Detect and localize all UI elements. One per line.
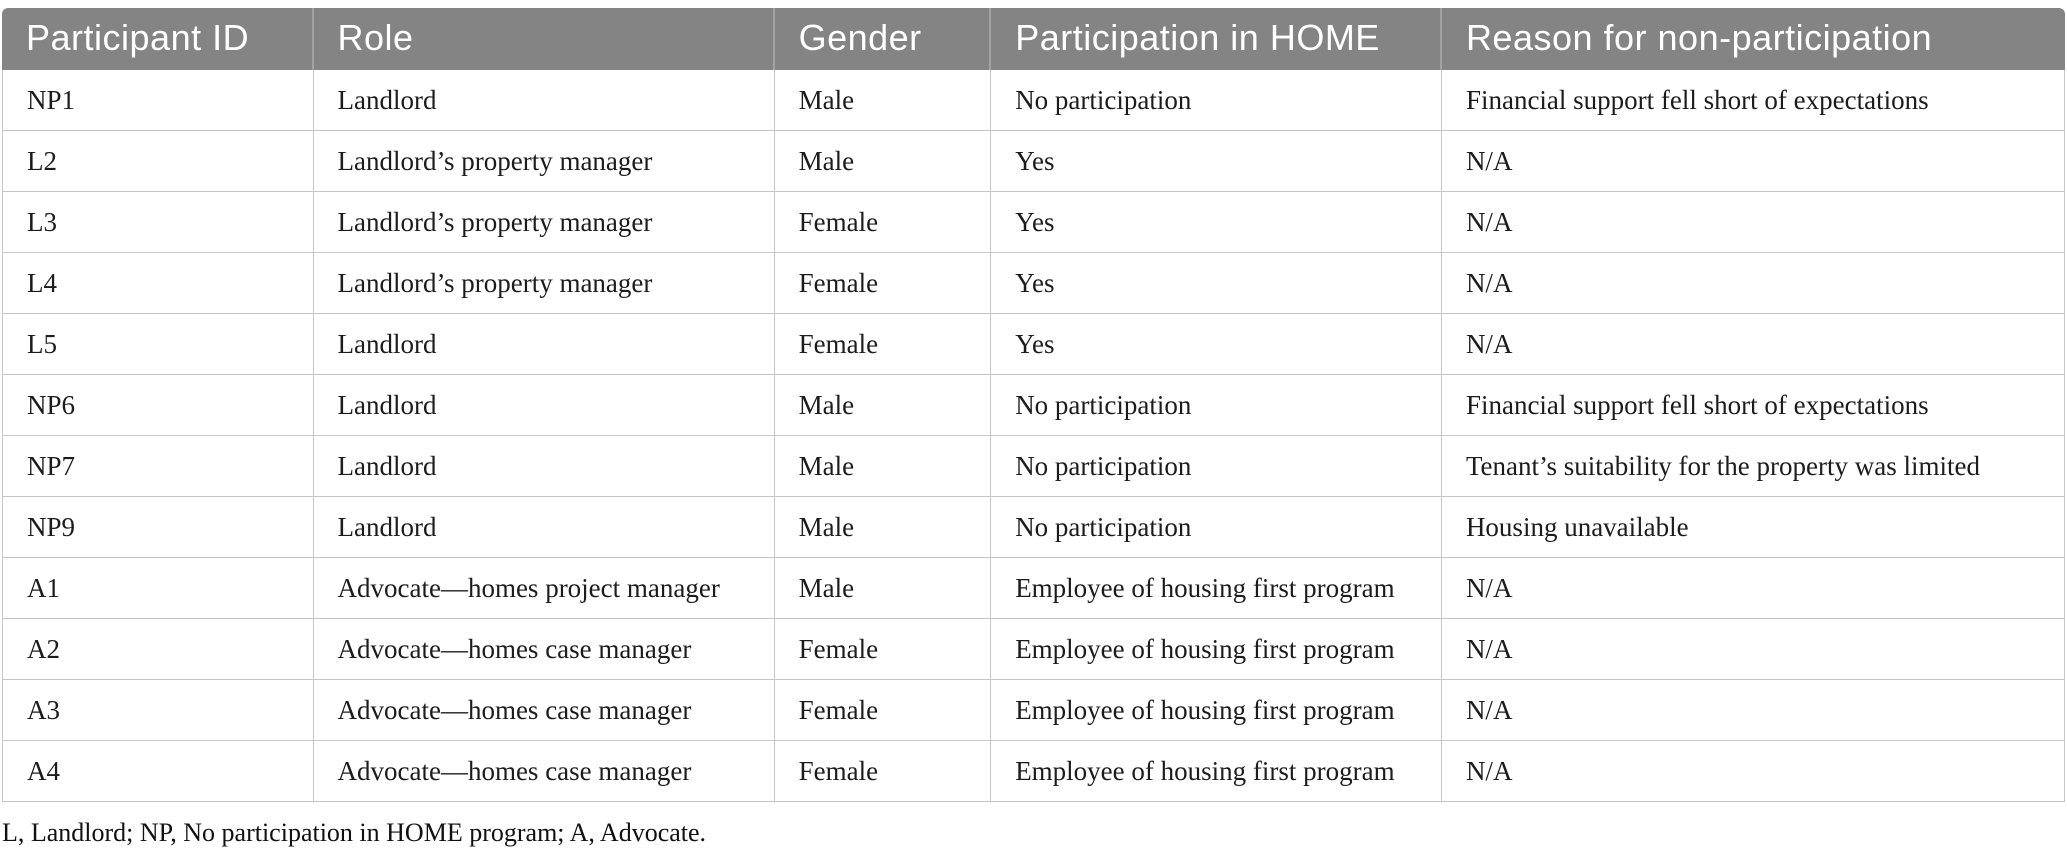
cell-gender: Female (774, 619, 992, 680)
participants-table: Participant ID Role Gender Participation in… (2, 8, 2065, 802)
column-header-gender: Gender (774, 8, 992, 70)
column-header-participation: Participation in HOME (991, 8, 1442, 70)
cell-role: Landlord (313, 314, 775, 375)
cell-participation: Employee of housing first program (991, 680, 1442, 741)
cell-role: Advocate—homes case manager (313, 680, 775, 741)
cell-participation: Yes (991, 131, 1442, 192)
cell-reason: N/A (1441, 131, 2065, 192)
table-row: A4 Advocate—homes case manager Female Emplo… (2, 741, 2065, 802)
cell-gender: Male (774, 436, 992, 497)
cell-participation: No participation (991, 70, 1442, 131)
cell-reason: N/A (1441, 619, 2065, 680)
cell-id: NP7 (2, 436, 314, 497)
cell-gender: Male (774, 497, 992, 558)
cell-role: Landlord’s property manager (313, 192, 775, 253)
cell-gender: Male (774, 70, 992, 131)
cell-gender: Female (774, 192, 992, 253)
table-row: L4 Landlord’s property manager Female Yes N/… (2, 253, 2065, 314)
cell-id: L3 (2, 192, 314, 253)
column-header-role: Role (313, 8, 775, 70)
table-row: NP1 Landlord Male No participation Financial… (2, 70, 2065, 131)
cell-id: A1 (2, 558, 314, 619)
cell-role: Landlord (313, 497, 775, 558)
cell-gender: Male (774, 131, 992, 192)
cell-reason: N/A (1441, 680, 2065, 741)
table-row: A2 Advocate—homes case manager Female Emplo… (2, 619, 2065, 680)
cell-role: Landlord (313, 70, 775, 131)
table-header-row: Participant ID Role Gender Participation in… (2, 8, 2065, 70)
cell-gender: Male (774, 375, 992, 436)
cell-id: L2 (2, 131, 314, 192)
table-row: NP7 Landlord Male No participation Tenant’s … (2, 436, 2065, 497)
cell-role: Advocate—homes project manager (313, 558, 775, 619)
table-row: L3 Landlord’s property manager Female Yes N/… (2, 192, 2065, 253)
table-row: L2 Landlord’s property manager Male Yes N/A (2, 131, 2065, 192)
cell-role: Landlord’s property manager (313, 253, 775, 314)
cell-participation: Employee of housing first program (991, 619, 1442, 680)
table-footnote: L, Landlord; NP, No participation in HOM… (2, 818, 707, 847)
cell-participation: No participation (991, 497, 1442, 558)
column-header-id: Participant ID (2, 8, 314, 70)
column-header-reason: Reason for non-participation (1441, 8, 2065, 70)
cell-id: NP9 (2, 497, 314, 558)
cell-reason: N/A (1441, 741, 2065, 802)
cell-gender: Female (774, 253, 992, 314)
cell-participation: No participation (991, 436, 1442, 497)
cell-participation: Yes (991, 192, 1442, 253)
table-row: L5 Landlord Female Yes N/A (2, 314, 2065, 375)
cell-role: Advocate—homes case manager (313, 619, 775, 680)
cell-participation: Yes (991, 253, 1442, 314)
cell-reason: N/A (1441, 314, 2065, 375)
cell-id: L5 (2, 314, 314, 375)
cell-role: Landlord’s property manager (313, 131, 775, 192)
cell-participation: Yes (991, 314, 1442, 375)
cell-gender: Female (774, 680, 992, 741)
cell-gender: Female (774, 314, 992, 375)
cell-id: A3 (2, 680, 314, 741)
cell-gender: Female (774, 741, 992, 802)
table-row: A1 Advocate—homes project manager Male Empl… (2, 558, 2065, 619)
table-row: NP9 Landlord Male No participation Housing u… (2, 497, 2065, 558)
cell-reason: N/A (1441, 558, 2065, 619)
cell-participation: Employee of housing first program (991, 741, 1442, 802)
cell-reason: Financial support fell short of expectat… (1441, 375, 2065, 436)
cell-reason: N/A (1441, 192, 2065, 253)
cell-role: Landlord (313, 436, 775, 497)
cell-reason: Tenant’s suitability for the property wa… (1441, 436, 2065, 497)
cell-reason: N/A (1441, 253, 2065, 314)
table-row: NP6 Landlord Male No participation Financial… (2, 375, 2065, 436)
cell-role: Landlord (313, 375, 775, 436)
cell-id: NP1 (2, 70, 314, 131)
cell-role: Advocate—homes case manager (313, 741, 775, 802)
cell-id: A4 (2, 741, 314, 802)
cell-id: A2 (2, 619, 314, 680)
cell-participation: Employee of housing first program (991, 558, 1442, 619)
table-body: NP1 Landlord Male No participation Financial… (2, 70, 2065, 802)
table-row: A3 Advocate—homes case manager Female Emplo… (2, 680, 2065, 741)
cell-id: NP6 (2, 375, 314, 436)
cell-gender: Male (774, 558, 992, 619)
cell-id: L4 (2, 253, 314, 314)
cell-participation: No participation (991, 375, 1442, 436)
cell-reason: Financial support fell short of expectat… (1441, 70, 2065, 131)
cell-reason: Housing unavailable (1441, 497, 2065, 558)
